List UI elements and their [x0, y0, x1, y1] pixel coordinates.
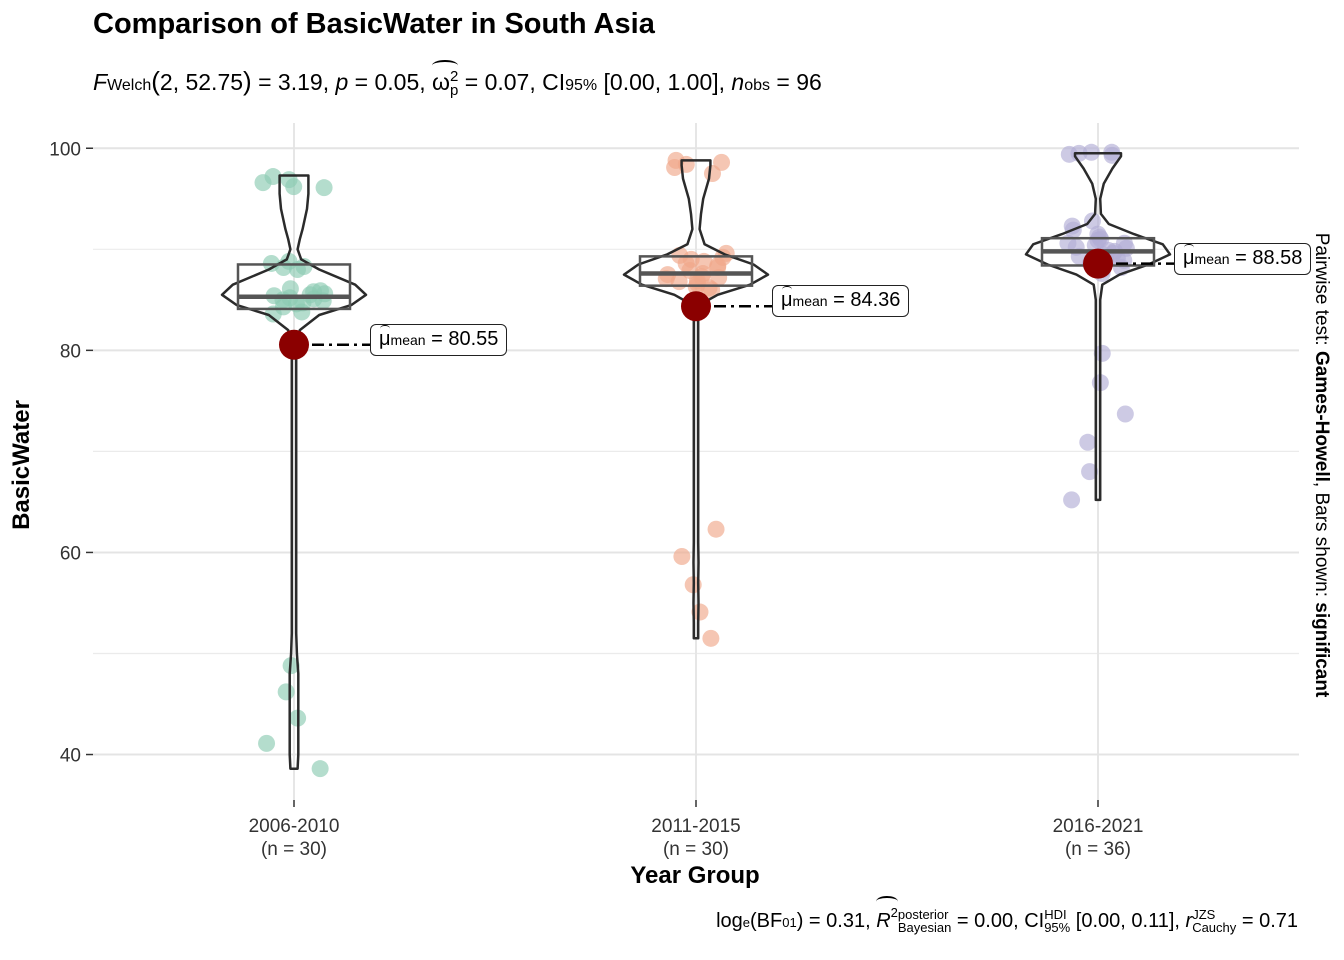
stat-sub: Welch — [107, 77, 152, 94]
caption-ci-value: [0.00, 0.11], — [1075, 909, 1180, 932]
r2-supsub-top: posterior — [897, 907, 949, 923]
stat-value: = 3.19, — [258, 69, 330, 95]
x-tick-label: 2016-2021 — [1053, 816, 1144, 837]
pairwise-test-label: Pairwise test: Games-Howell, Bars shown:… — [1310, 233, 1332, 698]
stat-df: 2, 52.75 — [159, 69, 244, 95]
ci-sub: 95% — [565, 77, 598, 94]
r2-sup: 2 — [890, 905, 898, 920]
violin-outline — [1024, 152, 1172, 502]
n-symbol: n — [731, 69, 745, 95]
mean-value: = 84.36 — [827, 289, 901, 312]
chart-subtitle: FWelch(2, 52.75) = 3.19, p = 0.05, ω2 p =… — [93, 60, 822, 99]
bf-open: (BF — [750, 909, 783, 932]
x-tick-label: 2011-2015 — [651, 816, 740, 837]
bayes-caption: loge(BF01) = 0.31, R2posterior Bayesian =… — [716, 896, 1298, 936]
n-value: = 96 — [776, 69, 822, 95]
box-iqr — [236, 263, 352, 311]
chart-title: Comparison of BasicWater in South Asia — [93, 8, 655, 40]
data-point — [673, 547, 691, 565]
p-value: = 0.05, — [354, 69, 426, 95]
bf-prefix-sub: e — [742, 914, 750, 930]
r2-group: R2 — [876, 896, 898, 933]
mean-symbol: μ — [781, 286, 793, 312]
x-tick-n-label: (n = 30) — [261, 839, 327, 860]
mean-point — [1083, 248, 1113, 279]
pairwise-middle: , Bars shown: — [1311, 481, 1332, 603]
effect-symbol: ω — [432, 69, 451, 95]
mean-point — [279, 329, 309, 360]
r2-symbol: R — [876, 909, 891, 932]
r2-value: = 0.00, — [956, 909, 1019, 932]
effect-value: = 0.07, — [464, 69, 536, 95]
data-point — [274, 291, 292, 309]
effect-symbol-group: ω2 p — [432, 60, 459, 99]
mean-value: = 80.55 — [425, 327, 499, 350]
mean-symbol: μ — [1183, 243, 1195, 269]
x-axis-label: Year Group — [630, 862, 760, 889]
mean-sub: mean — [1194, 250, 1230, 267]
data-point — [258, 734, 276, 752]
data-point — [702, 629, 720, 647]
data-point — [311, 760, 329, 778]
x-tick-label: 2006-2010 — [249, 816, 340, 837]
x-tick-n-label: (n = 36) — [1065, 839, 1131, 860]
r-value: = 0.71 — [1241, 909, 1298, 932]
data-point — [1081, 463, 1099, 481]
y-axis-label: BasicWater — [8, 400, 35, 530]
data-point — [1116, 405, 1134, 423]
pairwise-test-name: Games-Howell — [1311, 350, 1332, 482]
p-symbol: p — [335, 69, 349, 95]
violin-outline — [622, 159, 770, 640]
caption-ci-sup: HDI — [1044, 907, 1067, 923]
data-point — [277, 683, 295, 701]
pairwise-prefix: Pairwise test: — [1311, 232, 1332, 351]
y-tick-label: 80 — [60, 341, 81, 362]
violin-outline — [220, 174, 368, 770]
caption-ci-sub: 95% — [1044, 920, 1071, 936]
y-tick-label: 60 — [60, 543, 81, 564]
box-iqr — [638, 255, 754, 287]
ci-symbol: CI — [542, 69, 566, 95]
mean-symbol: μ — [379, 324, 391, 350]
r-sup: JZS — [1192, 907, 1216, 923]
data-point — [713, 153, 731, 171]
data-point — [1079, 433, 1097, 451]
ci-value: [0.00, 1.00], — [603, 69, 726, 95]
effect-sup: 2 — [450, 67, 459, 85]
data-point — [1063, 217, 1081, 235]
bf-sub: 01 — [782, 914, 797, 930]
caption-ci-symbol: CI — [1024, 909, 1045, 932]
effect-sub: p — [450, 81, 459, 99]
bf-value: ) = 0.31, — [796, 909, 871, 932]
data-point — [1083, 212, 1101, 230]
mean-value: = 88.58 — [1229, 246, 1303, 269]
data-point — [1093, 344, 1111, 362]
n-sub: obs — [744, 77, 771, 94]
group-2011-2015: 2011-2015(n = 30) — [622, 151, 772, 860]
bf-prefix: log — [716, 909, 743, 932]
r2-supsub-bottom: Bayesian — [897, 920, 952, 936]
data-point — [264, 168, 282, 186]
data-point — [315, 179, 333, 197]
mean-label: μmean = 84.36 — [772, 285, 910, 318]
data-point — [280, 171, 298, 189]
stat-symbol: F — [93, 69, 108, 95]
data-point — [691, 603, 709, 621]
mean-sub: mean — [390, 331, 426, 348]
group-2006-2010: 2006-2010(n = 30) — [220, 168, 370, 860]
data-point — [1063, 491, 1081, 509]
pairwise-shown: significant — [1311, 602, 1332, 698]
r-sub: Cauchy — [1192, 920, 1237, 936]
y-tick-label: 40 — [60, 746, 81, 767]
mean-point — [681, 291, 711, 322]
group-2016-2021: 2016-2021(n = 36) — [1024, 143, 1174, 860]
data-point — [707, 520, 725, 538]
x-tick-n-label: (n = 30) — [663, 839, 729, 860]
mean-sub: mean — [792, 293, 828, 310]
y-tick-label: 100 — [49, 139, 81, 160]
mean-label: μmean = 80.55 — [370, 323, 508, 356]
r-symbol: r — [1185, 909, 1193, 932]
mean-label: μmean = 88.58 — [1174, 242, 1312, 275]
